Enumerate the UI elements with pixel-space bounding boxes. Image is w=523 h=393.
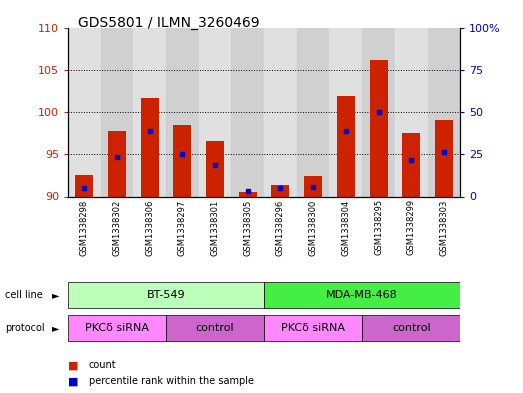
- Bar: [199, 28, 231, 196]
- Bar: [166, 28, 199, 196]
- Text: protocol: protocol: [5, 323, 45, 333]
- Text: control: control: [392, 323, 430, 333]
- Bar: [108, 131, 126, 196]
- Bar: [402, 133, 420, 196]
- Text: ►: ►: [52, 290, 60, 300]
- Text: control: control: [196, 323, 234, 333]
- Bar: [174, 125, 191, 196]
- Text: ►: ►: [52, 323, 60, 333]
- Bar: [166, 315, 264, 342]
- Bar: [395, 28, 428, 196]
- Bar: [304, 176, 322, 196]
- Bar: [133, 28, 166, 196]
- Bar: [264, 28, 297, 196]
- Text: MDA-MB-468: MDA-MB-468: [326, 290, 398, 300]
- Bar: [362, 28, 395, 196]
- Text: count: count: [89, 360, 117, 371]
- Bar: [68, 281, 264, 308]
- Text: cell line: cell line: [5, 290, 43, 300]
- Bar: [141, 97, 158, 196]
- Bar: [297, 28, 329, 196]
- Bar: [428, 28, 460, 196]
- Bar: [231, 28, 264, 196]
- Bar: [68, 315, 166, 342]
- Text: ■: ■: [68, 360, 78, 371]
- Bar: [370, 60, 388, 196]
- Bar: [271, 185, 289, 196]
- Bar: [239, 192, 257, 196]
- Text: ■: ■: [68, 376, 78, 386]
- Bar: [435, 120, 453, 196]
- Bar: [264, 281, 460, 308]
- Bar: [75, 175, 93, 196]
- Bar: [100, 28, 133, 196]
- Text: percentile rank within the sample: percentile rank within the sample: [89, 376, 254, 386]
- Bar: [206, 141, 224, 196]
- Text: BT-549: BT-549: [147, 290, 185, 300]
- Bar: [337, 96, 355, 196]
- Bar: [329, 28, 362, 196]
- Text: PKCδ siRNA: PKCδ siRNA: [85, 323, 149, 333]
- Bar: [68, 28, 100, 196]
- Bar: [362, 315, 460, 342]
- Text: GDS5801 / ILMN_3260469: GDS5801 / ILMN_3260469: [78, 16, 260, 30]
- Bar: [264, 315, 362, 342]
- Text: PKCδ siRNA: PKCδ siRNA: [281, 323, 345, 333]
